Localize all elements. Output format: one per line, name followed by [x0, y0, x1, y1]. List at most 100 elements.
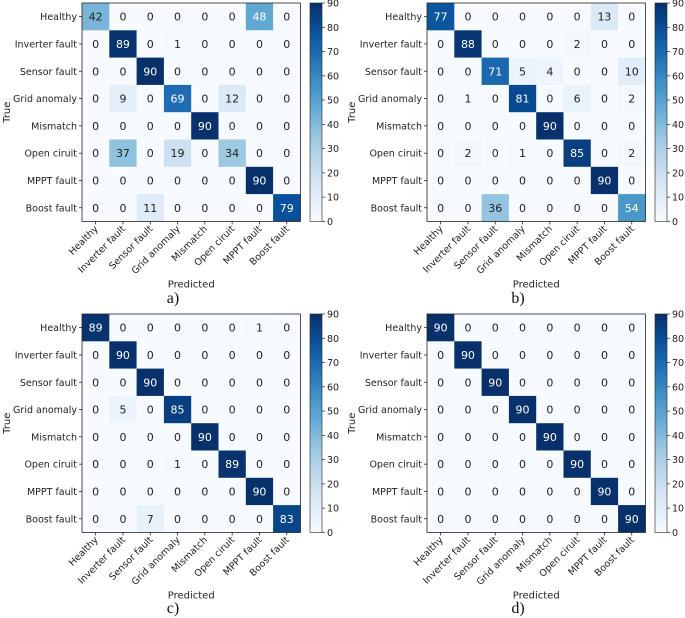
colorbar-tick-label: 10 — [327, 504, 339, 515]
heatmap-cell — [536, 505, 564, 533]
cell-value-label: 79 — [280, 202, 294, 215]
cell-value-label: 0 — [437, 458, 444, 471]
heatmap-cell — [218, 112, 247, 140]
cell-value-label: 0 — [229, 120, 236, 133]
cell-value-label: 2 — [628, 93, 635, 106]
heatmap-cell — [427, 3, 455, 31]
heatmap-cell — [508, 166, 537, 195]
cell-value-label: 0 — [574, 431, 581, 444]
cell-value-label: 0 — [492, 349, 499, 362]
heatmap-cell — [109, 3, 137, 31]
cell-value-label: 90 — [543, 431, 557, 444]
heatmap-cell — [427, 423, 455, 451]
cell-value-label: 0 — [92, 513, 99, 526]
heatmap-cell — [245, 30, 274, 58]
cell-value-label: 0 — [256, 120, 263, 133]
heatmap-cell — [245, 112, 274, 140]
cell-value-label: 0 — [546, 322, 553, 335]
heatmap-cell — [163, 450, 192, 479]
cell-value-label: 0 — [174, 376, 181, 389]
cell-value-label: 0 — [229, 65, 236, 78]
cell-value-label: 85 — [171, 404, 185, 417]
cell-value-label: 0 — [92, 458, 99, 471]
heatmap-cell — [618, 112, 646, 140]
cell-value-label: 0 — [519, 174, 526, 187]
cell-value-label: 0 — [628, 174, 635, 187]
heatmap-cell — [245, 84, 274, 113]
heatmap-cell — [82, 423, 110, 451]
heatmap-cell — [427, 341, 455, 369]
heatmap-cell — [191, 84, 219, 113]
heatmap-cell — [618, 3, 646, 31]
heatmap-cell — [618, 395, 646, 424]
heatmap-cell — [427, 30, 455, 58]
y-tick-label: Sensor fault — [365, 67, 422, 78]
cell-value-label: 0 — [92, 93, 99, 106]
heatmap-cell — [454, 477, 482, 506]
cell-value-label: 90 — [597, 174, 611, 187]
cell-value-label: 0 — [283, 65, 290, 78]
heatmap-cell — [273, 3, 301, 31]
heatmap-cell — [82, 3, 110, 31]
cell-value-label: 0 — [464, 404, 471, 417]
cell-value-label: 0 — [119, 120, 126, 133]
cell-value-label: 0 — [201, 376, 208, 389]
colorbar-tick-label: 20 — [672, 479, 684, 490]
cell-value-label: 0 — [437, 202, 444, 215]
heatmap-cell — [273, 30, 301, 58]
cell-value-label: 0 — [283, 11, 290, 24]
cell-value-label: 0 — [92, 376, 99, 389]
cell-value-label: 0 — [464, 485, 471, 498]
heatmap-cell — [427, 57, 455, 86]
cell-value-label: 0 — [574, 404, 581, 417]
cell-value-label: 0 — [229, 174, 236, 187]
cell-value-label: 0 — [492, 38, 499, 51]
cell-value-label: 90 — [143, 65, 157, 78]
heatmap-cell — [618, 450, 646, 479]
cell-value-label: 0 — [174, 431, 181, 444]
cell-value-label: 0 — [256, 431, 263, 444]
cell-value-label: 0 — [464, 322, 471, 335]
heatmap-cell — [590, 505, 619, 533]
heatmap-cell — [590, 57, 619, 86]
heatmap-cell — [82, 112, 110, 140]
cell-value-label: 5 — [119, 404, 126, 417]
cell-value-label: 0 — [174, 11, 181, 24]
colorbar-tick-label: 60 — [327, 71, 339, 82]
heatmap-cell — [82, 505, 110, 533]
colorbar-tick-label: 0 — [327, 528, 333, 539]
cell-value-label: 2 — [574, 38, 581, 51]
heatmap-cell — [536, 341, 564, 369]
cell-value-label: 0 — [174, 120, 181, 133]
y-tick-label: Inverter fault — [360, 39, 423, 50]
heatmap-cell — [427, 314, 455, 342]
cell-value-label: 90 — [252, 174, 266, 187]
cell-value-label: 90 — [543, 120, 557, 133]
heatmap-cell — [82, 84, 110, 113]
cell-value-label: 88 — [461, 38, 475, 51]
cell-value-label: 0 — [601, 202, 608, 215]
panel-caption: b) — [511, 290, 524, 307]
heatmap-cell — [109, 505, 137, 533]
heatmap-cell — [136, 395, 165, 424]
heatmap-cell — [82, 341, 110, 369]
heatmap-cell — [454, 194, 482, 222]
heatmap-cell — [427, 194, 455, 222]
cell-value-label: 0 — [147, 120, 154, 133]
cell-value-label: 0 — [119, 376, 126, 389]
cell-value-label: 0 — [492, 11, 499, 24]
x-axis-label: Predicted — [513, 279, 560, 290]
cell-value-label: 0 — [283, 147, 290, 160]
cell-value-label: 0 — [546, 202, 553, 215]
y-tick-label: Healthy — [40, 323, 77, 334]
cell-value-label: 0 — [492, 458, 499, 471]
cell-value-label: 2 — [464, 147, 471, 160]
cell-value-label: 0 — [92, 65, 99, 78]
heatmap-cell — [136, 450, 165, 479]
cell-value-label: 0 — [601, 458, 608, 471]
colorbar-tick-label: 50 — [327, 407, 339, 418]
heatmap-cell — [618, 57, 646, 86]
y-tick-label: Open ciruit — [369, 149, 422, 160]
cell-value-label: 0 — [574, 513, 581, 526]
cell-value-label: 0 — [519, 513, 526, 526]
